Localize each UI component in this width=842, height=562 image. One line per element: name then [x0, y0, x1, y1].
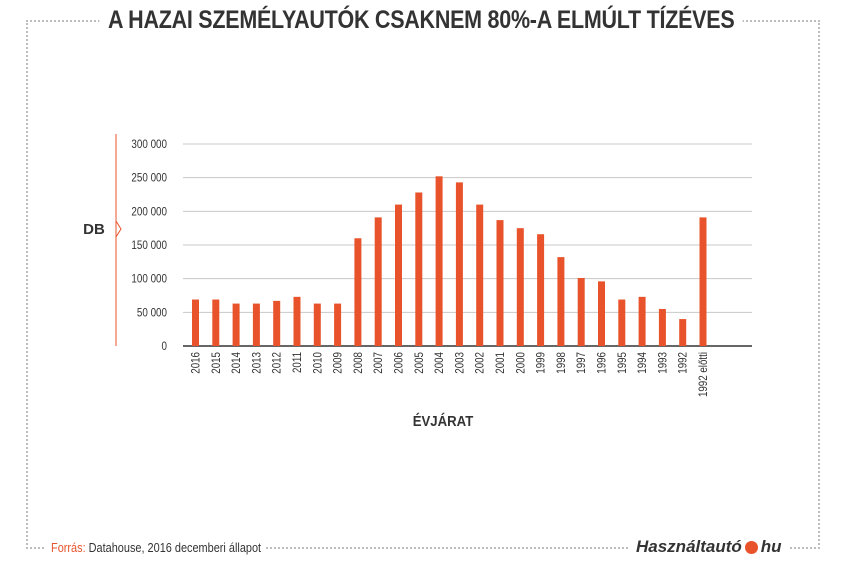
x-tick-label: 1996 — [596, 352, 609, 374]
bar — [658, 308, 666, 346]
x-tick-label: 2000 — [515, 352, 528, 374]
x-tick-label: 2004 — [433, 352, 446, 374]
x-tick-label: 2010 — [312, 352, 325, 374]
bar — [252, 303, 260, 346]
logo-text-suffix: hu — [760, 537, 782, 556]
brand-logo: Használtautó hu — [630, 537, 788, 557]
bar — [537, 234, 545, 346]
bar — [679, 319, 687, 346]
bar — [577, 277, 585, 346]
bar — [435, 176, 443, 346]
bar — [516, 228, 524, 346]
bar — [212, 299, 220, 346]
bar — [374, 217, 382, 346]
bar — [476, 204, 484, 346]
bar — [496, 220, 504, 346]
y-tick-label: 150 000 — [131, 239, 167, 252]
x-tick-label: 2006 — [393, 352, 406, 374]
x-tick-label: 2015 — [210, 352, 223, 374]
y-axis-bracket-notch — [115, 220, 122, 238]
bar — [618, 299, 626, 346]
logo-text-main: Használtautó — [636, 537, 742, 556]
x-tick-label: 2005 — [413, 352, 426, 374]
bar — [334, 303, 342, 346]
source-note: Forrás: Datahouse, 2016 decemberi állapo… — [46, 540, 267, 555]
x-tick-label: 2008 — [352, 352, 365, 374]
x-tick-label: 2014 — [230, 352, 243, 374]
x-tick-label: 2001 — [494, 352, 507, 374]
x-tick-label: 1994 — [636, 352, 649, 374]
x-tick-label: 2007 — [373, 352, 386, 374]
bar — [598, 281, 605, 346]
source-label: Forrás: — [51, 540, 86, 555]
bar — [273, 300, 281, 346]
y-tick-label: 300 000 — [131, 138, 167, 151]
x-tick-label: 2016 — [190, 352, 203, 374]
y-axis-title: DB — [83, 221, 105, 238]
bar — [638, 296, 646, 346]
bar — [313, 303, 321, 346]
x-tick-label: 1999 — [535, 352, 548, 374]
x-tick-label: 2003 — [454, 352, 467, 374]
bar — [455, 182, 463, 346]
bar — [699, 217, 707, 346]
x-tick-label: 2012 — [271, 352, 284, 374]
y-tick-label: 0 — [162, 340, 167, 353]
chart-title-wrap: A HAZAI SZEMÉLYAUTÓK CSAKNEM 80%-A ELMÚL… — [0, 6, 842, 35]
logo-dot-icon — [744, 540, 758, 554]
x-tick-label: 1992 — [677, 352, 690, 374]
x-tick-label: 1995 — [616, 352, 629, 374]
bar — [415, 192, 423, 346]
bar — [293, 296, 301, 346]
source-text: Datahouse, 2016 decemberi állapot — [85, 540, 262, 555]
x-tick-label: 1997 — [576, 352, 589, 374]
x-tick-label: 1993 — [657, 352, 670, 374]
y-tick-label: 100 000 — [131, 273, 167, 286]
x-axis-title: ÉVJÁRAT — [413, 412, 474, 429]
x-tick-label: 1998 — [555, 352, 568, 374]
x-tick-label: 1992 előtti — [697, 352, 710, 397]
y-tick-label: 50 000 — [137, 306, 167, 319]
bar — [192, 299, 199, 346]
x-tick-label: 2011 — [291, 352, 304, 373]
bar — [232, 303, 240, 346]
bar — [354, 238, 362, 346]
y-tick-label: 250 000 — [131, 172, 167, 185]
bar — [557, 257, 565, 346]
x-tick-label: 2009 — [332, 352, 345, 374]
chart-title: A HAZAI SZEMÉLYAUTÓK CSAKNEM 80%-A ELMÚL… — [99, 6, 743, 35]
x-tick-label: 2013 — [251, 352, 264, 374]
bar — [395, 204, 402, 346]
y-tick-label: 200 000 — [131, 205, 167, 218]
x-tick-label: 2002 — [474, 352, 487, 374]
